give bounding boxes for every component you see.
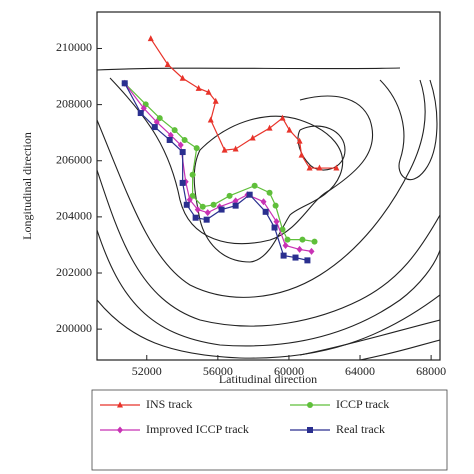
marker [296, 137, 303, 144]
marker [251, 182, 258, 189]
marker [286, 126, 293, 133]
marker [226, 192, 233, 199]
marker [117, 426, 123, 434]
marker [282, 241, 289, 249]
marker [298, 151, 305, 158]
marker [260, 198, 267, 206]
marker [204, 209, 211, 217]
y-tick-label: 200000 [56, 321, 92, 335]
marker [179, 179, 186, 186]
x-tick-label: 68000 [416, 364, 446, 378]
marker [167, 131, 174, 139]
marker [151, 124, 158, 131]
marker [203, 216, 210, 223]
marker [232, 202, 239, 209]
marker [166, 136, 173, 143]
marker [179, 74, 186, 81]
legend-box [91, 389, 448, 471]
x-tick-label: 52000 [132, 364, 162, 378]
marker [192, 214, 199, 221]
marker [212, 97, 219, 104]
marker [205, 88, 212, 95]
marker [266, 189, 273, 196]
marker [272, 202, 279, 209]
marker [147, 35, 154, 42]
marker [181, 136, 188, 143]
marker [153, 118, 160, 126]
marker [210, 201, 217, 208]
legend-label: INS track [146, 397, 192, 411]
contour-map [97, 67, 440, 360]
marker [333, 164, 340, 171]
marker [137, 110, 144, 117]
marker [189, 192, 196, 199]
marker [307, 402, 313, 408]
marker [156, 115, 163, 122]
marker [207, 116, 214, 123]
y-tick-label: 208000 [56, 96, 92, 110]
marker [279, 114, 286, 121]
x-axis-label: Latitudinal direction [219, 372, 317, 386]
marker [292, 254, 299, 261]
y-tick-label: 204000 [56, 209, 92, 223]
marker [117, 401, 123, 408]
marker [121, 80, 128, 87]
marker [307, 427, 313, 433]
y-axis-label: Longitudinal direction [20, 132, 34, 240]
marker [279, 226, 286, 233]
marker [266, 124, 273, 131]
marker [308, 247, 315, 255]
marker [189, 171, 196, 178]
marker [195, 84, 202, 91]
y-tick-label: 202000 [56, 265, 92, 279]
marker [218, 206, 225, 213]
marker [249, 134, 256, 141]
plot-frame [96, 11, 441, 361]
marker [232, 145, 239, 152]
marker [246, 191, 253, 198]
marker [273, 218, 280, 226]
marker [280, 252, 287, 259]
marker [177, 141, 184, 149]
x-tick-label: 64000 [345, 364, 375, 378]
marker [199, 203, 206, 210]
marker [186, 196, 193, 204]
marker [316, 164, 323, 171]
marker [221, 146, 228, 153]
marker [311, 238, 318, 245]
legend-label: ICCP track [336, 397, 389, 411]
x-tick-label: 60000 [274, 364, 304, 378]
marker [194, 206, 201, 214]
marker [140, 104, 147, 112]
marker [306, 164, 313, 171]
marker [299, 236, 306, 243]
marker [271, 224, 278, 231]
marker [183, 201, 190, 208]
x-tick-label: 56000 [203, 364, 233, 378]
marker [164, 60, 171, 67]
marker [232, 197, 239, 205]
y-tick-label: 210000 [56, 40, 92, 54]
legend-label: Improved ICCP track [146, 422, 249, 436]
marker [193, 145, 200, 152]
marker [262, 208, 269, 215]
marker [171, 127, 178, 134]
marker [179, 149, 186, 156]
marker [296, 245, 303, 253]
y-tick-label: 206000 [56, 152, 92, 166]
legend-label: Real track [336, 422, 385, 436]
marker [304, 257, 311, 264]
series-line [124, 82, 315, 243]
marker [284, 236, 291, 243]
